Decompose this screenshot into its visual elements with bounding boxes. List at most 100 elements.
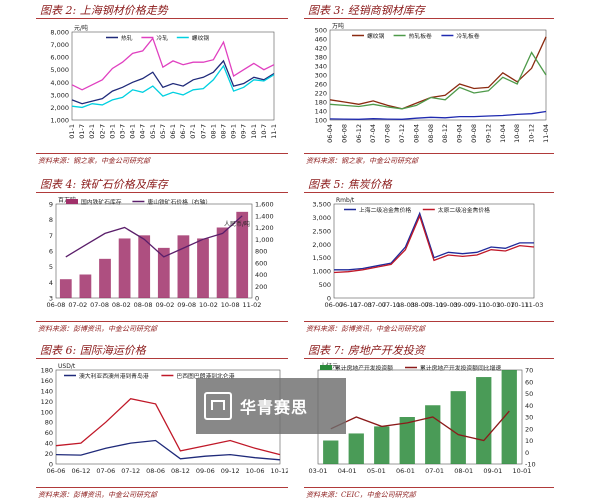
x-tick-label: 02-1 <box>88 124 96 139</box>
y-tick-label: 260 <box>315 81 327 89</box>
x-tick-label: 06-04 <box>326 124 334 143</box>
legend-label: 热轧板卷 <box>409 32 432 40</box>
x-tick-label: 07-01 <box>425 467 444 475</box>
panel-real-estate: 图表 7: 房地产开发投资 -10 0 10 20 30 40 50 60 70 03-01 04-… <box>304 340 554 500</box>
legend-label: 螺纹钢 <box>192 34 210 42</box>
bar-mark <box>236 211 249 298</box>
source-note: 资料来源：钢之家，中金公司研究部 <box>306 157 418 165</box>
legend-label: 巴西图巴朗港到北仑港 <box>176 372 234 380</box>
x-tick-label: 05-1 <box>149 124 157 139</box>
x-tick-label: 11-02 <box>243 301 262 309</box>
panel-dealer-inventory: 图表 3: 经销商钢材库存 100 140 180 220 260 300 340 380 42… <box>304 0 554 166</box>
x-tick-label: 08-08 <box>134 301 153 309</box>
y-tick-label: 160 <box>41 377 53 385</box>
y-tick-label: 2,000 <box>312 241 331 249</box>
y-right-tick-label: 70 <box>525 367 533 375</box>
x-tick-label: 09-04 <box>456 124 464 143</box>
y-tick-label: 5,000 <box>50 66 69 74</box>
chart-coke-price: 05001,0001,5002,0002,5003,0003,50006-070… <box>312 197 544 309</box>
divider <box>304 321 554 322</box>
y-right-tick-label: 1,400 <box>255 212 274 220</box>
bar-mark <box>79 274 92 298</box>
y-right-tick-label: 20 <box>525 425 533 433</box>
divider <box>304 18 554 19</box>
y-right-tick-label: 30 <box>525 414 533 422</box>
bar-mark <box>323 440 339 464</box>
y-right-tick-label: 60 <box>525 378 533 386</box>
x-tick-label: 08-08 <box>427 124 435 143</box>
x-tick-label: 11-04 <box>542 124 550 143</box>
y-tick-label: 300 <box>315 72 327 80</box>
source-note: 资料来源：彭博资讯，中金公司研究部 <box>306 325 425 333</box>
y-tick-label: 8,000 <box>50 29 69 37</box>
x-tick-label: 03-01 <box>309 467 328 475</box>
y-right-tick-label: 0 <box>255 295 259 303</box>
legend-label: 累计房地产开发投资额 <box>335 364 393 372</box>
series-line <box>329 110 547 120</box>
x-tick-label: 06-1 <box>169 124 177 139</box>
y-tick-label: 3,000 <box>312 214 331 222</box>
divider <box>304 192 554 193</box>
chart-freight: 0 20 40 60 80 100 120 140 160 180 06-06 06-12 07-06 0… <box>41 363 288 475</box>
y-tick-label: 2,000 <box>50 104 69 112</box>
y-right-tick-label: 200 <box>255 283 267 291</box>
y-right-tick-label: 10 <box>525 437 533 445</box>
series-line <box>71 64 275 109</box>
series-line <box>329 36 547 110</box>
y-right-tick-label: 1,000 <box>255 236 274 244</box>
y-right-tick-label: 1,200 <box>255 224 274 232</box>
divider <box>36 18 288 19</box>
y-tick-label: 180 <box>41 367 53 375</box>
x-tick-label: 09-7 <box>240 124 248 139</box>
panel-title: 图表 3: 经销商钢材库存 <box>308 4 425 17</box>
y-tick-label: 140 <box>315 108 327 116</box>
series-line <box>55 397 281 456</box>
x-tick-label: 09-11 <box>467 301 486 309</box>
y-right-tick-label: 0 <box>525 449 529 457</box>
x-tick-label: 07-08 <box>90 301 109 309</box>
watermark-text: 华青赛思 <box>240 398 309 417</box>
watermark: 华青赛思 <box>196 378 346 434</box>
x-tick-label: 07-07 <box>367 301 386 309</box>
bar-mark <box>59 279 72 298</box>
y-right-tick-label: 600 <box>255 259 267 267</box>
legend-label: 太原二级冶金焦价格 <box>438 206 490 214</box>
x-tick-label: 10-12 <box>528 124 536 143</box>
x-tick-label: 08-12 <box>441 124 449 143</box>
y-tick-label: 1,500 <box>312 254 331 262</box>
x-tick-label: 04-1 <box>129 124 137 139</box>
y-tick-label: 6 <box>49 248 53 256</box>
bar-mark <box>177 235 190 298</box>
bar-mark <box>450 391 466 464</box>
x-tick-label: 08-02 <box>112 301 131 309</box>
x-tick-label: 09-03 <box>439 301 458 309</box>
legend-label: 冷轧 <box>156 34 168 42</box>
x-tick-label: 10-03 <box>482 301 501 309</box>
y-tick-label: 0 <box>49 461 53 469</box>
panel-title: 图表 6: 国际海运价格 <box>40 344 146 357</box>
x-tick-label: 09-06 <box>196 467 215 475</box>
y-tick-label: 40 <box>45 440 53 448</box>
legend-label: 唐山铁矿石价格（右轴） <box>147 198 211 206</box>
unit-label: 元/吨 <box>74 24 88 32</box>
bar-mark <box>348 433 364 464</box>
x-tick-label: 03-1 <box>108 124 116 139</box>
y-right-tick-label: 40 <box>525 402 533 410</box>
bar-mark <box>197 238 209 298</box>
series-line <box>65 215 243 258</box>
bar-mark <box>399 417 415 464</box>
x-tick-label: 07-12 <box>121 467 140 475</box>
plot-frame <box>55 203 253 299</box>
x-tick-label: 09-07 <box>453 301 472 309</box>
x-tick-label: 08-7 <box>220 124 228 139</box>
bar-mark <box>99 258 111 298</box>
divider <box>304 153 554 154</box>
y-tick-label: 4 <box>49 279 53 287</box>
legend-label: 国内铁矿石库存 <box>81 198 122 206</box>
panel-title: 图表 7: 房地产开发投资 <box>308 344 425 357</box>
divider <box>304 487 554 488</box>
legend-label: 螺纹钢 <box>367 32 385 40</box>
x-tick-label: 08-11 <box>425 301 444 309</box>
y-tick-label: 3,500 <box>312 201 331 209</box>
x-tick-label: 11-03 <box>525 301 544 309</box>
